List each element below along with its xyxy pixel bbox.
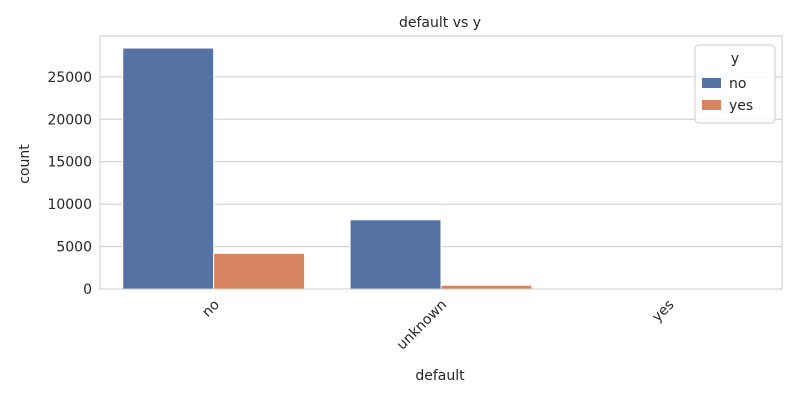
- legend-swatch-yes: [702, 100, 721, 110]
- bar-no-no: [122, 47, 215, 290]
- x-tick-labels: no unknown yes: [199, 297, 677, 353]
- bars: [122, 47, 669, 290]
- y-tick-label: 10000: [47, 197, 92, 213]
- y-tick-labels: 0 5000 10000 15000 20000 25000: [47, 70, 92, 298]
- y-tick-label: 20000: [47, 112, 92, 128]
- x-tick-label: no: [199, 297, 223, 321]
- x-tick-label: yes: [649, 297, 677, 325]
- x-tick: no: [199, 297, 223, 321]
- legend-label-yes: yes: [729, 98, 753, 114]
- y-axis-label: count: [17, 144, 33, 184]
- legend-items: no yes: [702, 76, 753, 114]
- x-tick: unknown: [394, 297, 450, 353]
- y-tick-label: 15000: [47, 155, 92, 171]
- y-tick-label: 0: [83, 282, 92, 298]
- legend: y no yes: [694, 44, 776, 124]
- x-tick-label: unknown: [394, 297, 450, 353]
- chart-title: default vs y: [399, 15, 481, 31]
- y-tick-label: 5000: [56, 240, 92, 256]
- plot-frame: [99, 35, 783, 290]
- y-tick-label: 25000: [47, 70, 92, 86]
- legend-swatch-no: [702, 78, 721, 88]
- x-tick: yes: [649, 297, 677, 325]
- x-axis-label: default: [415, 368, 465, 384]
- bar-no-unknown: [349, 219, 442, 290]
- legend-title: y: [731, 51, 739, 67]
- bar-yes-no: [213, 252, 306, 290]
- legend-label-no: no: [729, 76, 746, 92]
- bar-yes-unknown: [440, 284, 533, 290]
